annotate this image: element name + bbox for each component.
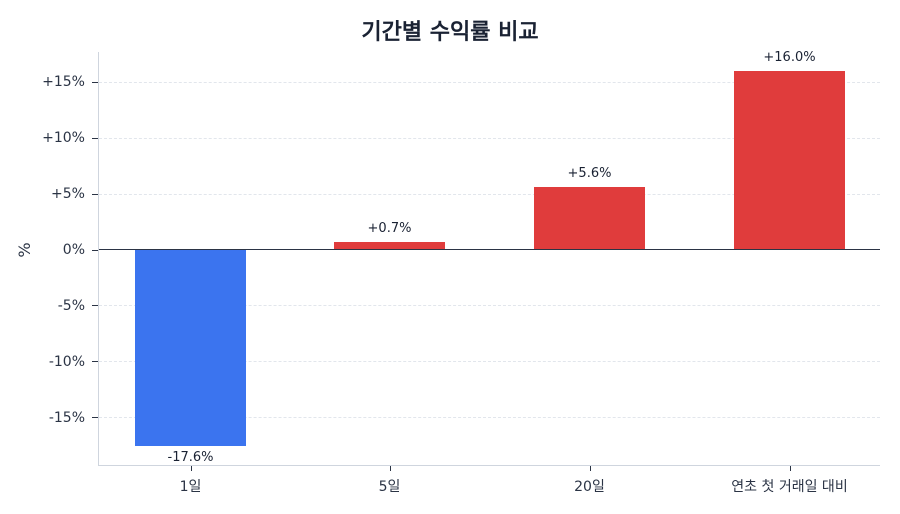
y-tick-label: +15%	[42, 74, 85, 91]
value-label: +16.0%	[763, 49, 816, 65]
bar[interactable]	[534, 186, 645, 250]
x-tick	[789, 466, 791, 471]
zero-line	[99, 249, 880, 250]
x-tick-label: 5일	[378, 479, 401, 495]
gridline	[99, 81, 880, 83]
y-tick-label: -15%	[48, 409, 85, 426]
x-tick-label: 1일	[179, 479, 202, 495]
value-label: +5.6%	[567, 165, 612, 181]
gridline	[99, 417, 880, 419]
y-tick	[92, 137, 98, 139]
x-tick	[389, 466, 391, 471]
y-tick	[92, 361, 98, 363]
value-label: -17.6%	[167, 450, 214, 466]
value-label: +0.7%	[367, 220, 412, 236]
y-tick	[92, 81, 98, 83]
bar[interactable]	[135, 249, 246, 447]
x-axis-line	[98, 465, 880, 466]
y-tick	[92, 193, 98, 195]
x-tick-label: 20일	[574, 479, 605, 495]
y-tick	[92, 249, 98, 251]
gridline	[99, 137, 880, 139]
chart-title: 기간별 수익률 비교	[361, 20, 539, 45]
y-axis-line	[98, 52, 99, 466]
y-tick-label: -10%	[48, 353, 85, 370]
x-tick-label: 연초 첫 거래일 대비	[731, 479, 848, 495]
y-tick	[92, 417, 98, 419]
y-tick-label: -5%	[57, 297, 85, 314]
y-tick-label: +10%	[42, 130, 85, 147]
gridline	[99, 361, 880, 363]
x-tick	[190, 466, 192, 471]
gridline	[99, 193, 880, 195]
gridline	[99, 305, 880, 307]
bar[interactable]	[334, 241, 445, 250]
x-tick	[589, 466, 591, 471]
y-tick-label: +5%	[51, 186, 85, 203]
y-tick	[92, 305, 98, 307]
bar[interactable]	[734, 70, 845, 250]
y-tick-label: 0%	[62, 242, 85, 258]
y-axis-title: %	[15, 242, 35, 258]
